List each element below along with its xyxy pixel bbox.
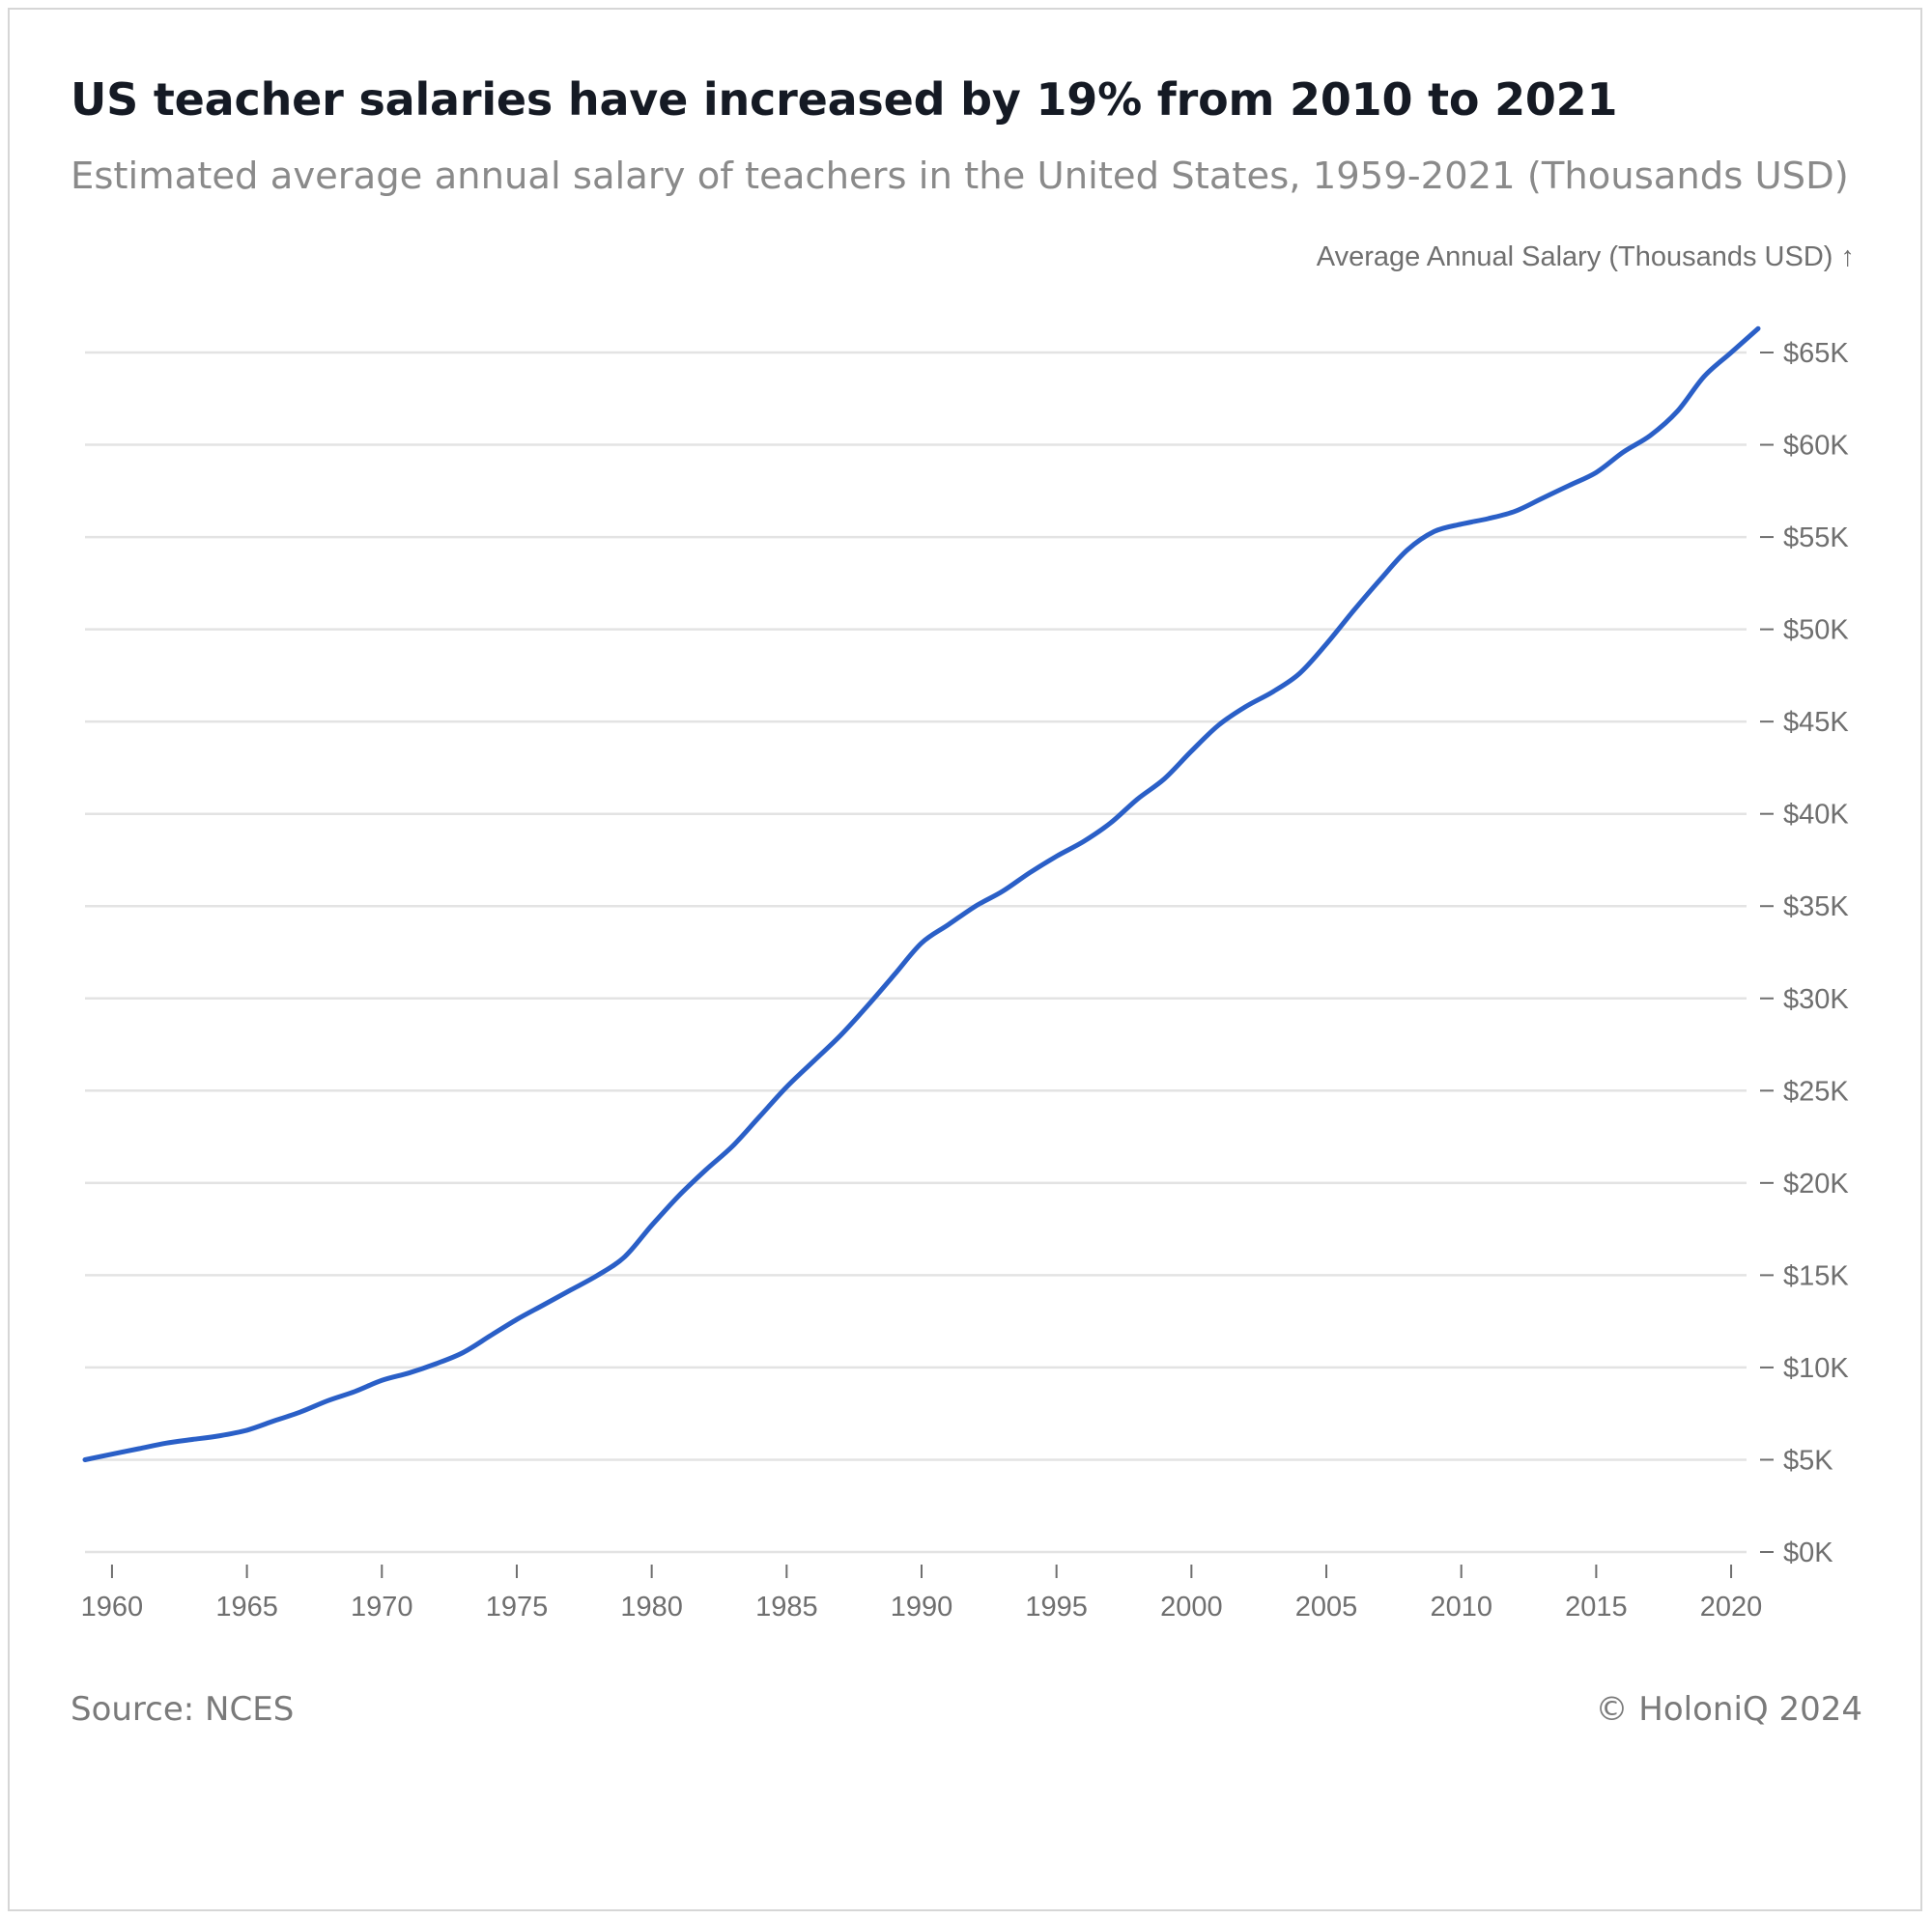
x-tick-label: 1975 <box>486 1592 549 1623</box>
y-tick-label: $0K <box>1783 1538 1833 1568</box>
x-tick-label: 1985 <box>755 1592 818 1623</box>
y-axis-title: Average Annual Salary (Thousands USD) ↑ <box>1317 241 1855 272</box>
source-note: Source: NCES <box>71 1690 295 1729</box>
x-axis-ticks: 1960 1965 1970 1975 1980 1985 1990 1995 2000 2005… <box>81 1565 1763 1623</box>
line-chart: Average Annual Salary (Thousands USD) ↑ … <box>81 241 1855 1623</box>
y-tick-label: $15K <box>1783 1260 1849 1291</box>
y-tick-label: $30K <box>1783 984 1849 1015</box>
chart-title: US teacher salaries have increased by 19… <box>71 73 1618 126</box>
x-tick-label: 1990 <box>891 1592 953 1623</box>
y-tick-label: $35K <box>1783 891 1849 922</box>
y-tick-label: $55K <box>1783 522 1849 553</box>
y-tick-label: $40K <box>1783 800 1849 831</box>
x-tick-label: 1995 <box>1025 1592 1088 1623</box>
y-tick-label: $5K <box>1783 1445 1833 1476</box>
x-tick-label: 2010 <box>1430 1592 1492 1623</box>
x-tick-label: 2000 <box>1160 1592 1223 1623</box>
x-tick-label: 2015 <box>1565 1592 1628 1623</box>
x-tick-label: 2005 <box>1295 1592 1358 1623</box>
y-tick-label: $60K <box>1783 431 1849 462</box>
chart-card <box>8 8 1922 1911</box>
x-tick-label: 2020 <box>1700 1592 1763 1623</box>
y-tick-label: $65K <box>1783 338 1849 369</box>
copyright-note: © HoloniQ 2024 <box>1595 1690 1862 1729</box>
chart-subtitle: Estimated average annual salary of teach… <box>71 155 1849 198</box>
x-tick-label: 1980 <box>620 1592 683 1623</box>
gridlines <box>85 351 1747 1554</box>
y-tick-label: $25K <box>1783 1076 1849 1107</box>
x-tick-label: 1960 <box>81 1592 144 1623</box>
salary-series-line <box>82 325 1761 1462</box>
y-axis-ticks: $0K $5K $10K $15K $20K $25K $30K $35K $40K $45K $5… <box>1760 338 1849 1568</box>
y-tick-label: $20K <box>1783 1169 1849 1199</box>
y-tick-label: $10K <box>1783 1353 1849 1384</box>
x-tick-label: 1970 <box>351 1592 413 1623</box>
x-tick-label: 1965 <box>215 1592 278 1623</box>
y-tick-label: $45K <box>1783 707 1849 738</box>
y-tick-label: $50K <box>1783 615 1849 646</box>
